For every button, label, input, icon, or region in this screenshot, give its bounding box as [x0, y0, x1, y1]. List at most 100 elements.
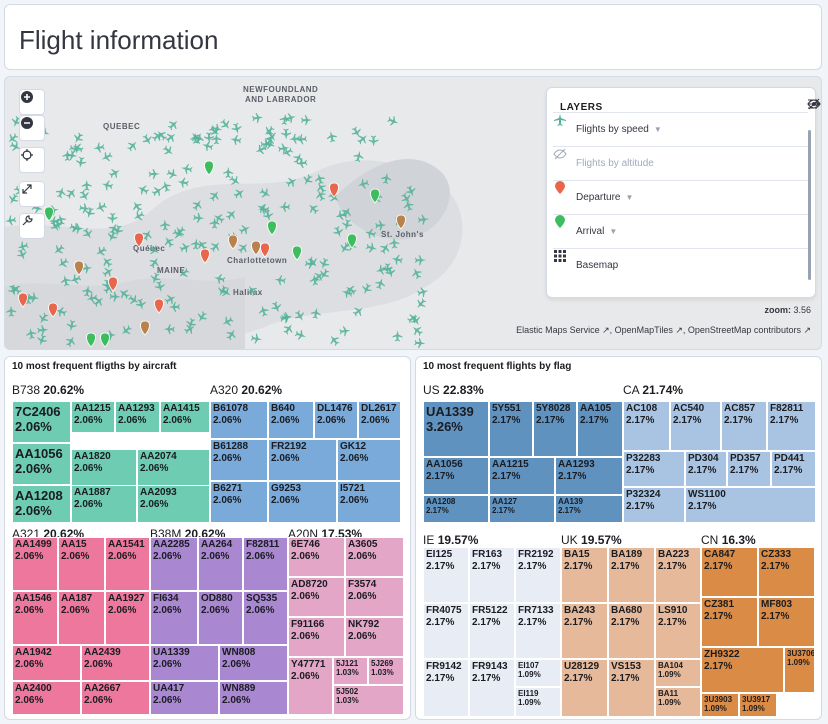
treemap-cell[interactable]: EI107 1.09% — [515, 659, 561, 687]
treemap-cell[interactable]: 5J502 1.03% — [333, 685, 404, 715]
treemap-cell[interactable]: SQ535 2.06% — [243, 591, 288, 645]
treemap-cell[interactable]: PD441 2.17% — [771, 451, 816, 487]
treemap-cell[interactable]: AA1208 2.06% — [12, 485, 71, 523]
treemap-cell[interactable]: FR2192 2.06% — [268, 439, 337, 481]
collapse-panel-icon[interactable] — [807, 98, 821, 110]
treemap-cell[interactable]: Y47771 2.06% — [288, 657, 333, 715]
treemap-cell[interactable]: F3574 2.06% — [345, 577, 404, 617]
treemap-cell[interactable]: U28129 2.17% — [561, 659, 608, 717]
treemap-cell[interactable]: CA847 2.17% — [701, 547, 758, 597]
treemap-cell[interactable]: UA417 2.06% — [150, 681, 219, 715]
layer-row-flights-by-speed[interactable]: Flights by speed ▼ — [553, 112, 808, 146]
treemap-cell[interactable]: AA1208 2.17% — [423, 495, 489, 523]
zoom-in-button[interactable] — [19, 89, 45, 115]
treemap-cell[interactable]: AC108 2.17% — [623, 401, 670, 451]
treemap-cell[interactable]: 5Y551 2.17% — [489, 401, 533, 457]
treemap-cell[interactable]: AA2667 2.06% — [81, 681, 150, 715]
treemap-cell[interactable]: WN889 2.06% — [219, 681, 288, 715]
treemap-cell[interactable]: MF803 2.17% — [758, 597, 815, 647]
treemap-cell[interactable]: NK792 2.06% — [345, 617, 404, 657]
treemap-cell[interactable]: B61288 2.06% — [210, 439, 268, 481]
treemap-cell[interactable]: PD357 2.17% — [727, 451, 771, 487]
treemap-cell[interactable]: P32324 2.17% — [623, 487, 685, 523]
treemap-cell[interactable]: AA139 2.17% — [555, 495, 623, 523]
treemap-cell[interactable]: FR9143 2.17% — [469, 659, 515, 717]
caret-down-icon[interactable]: ▼ — [609, 227, 618, 236]
treemap-cell[interactable]: EI119 1.09% — [515, 687, 561, 717]
treemap-cell[interactable]: G9253 2.06% — [268, 481, 337, 523]
treemap-cell[interactable]: AA1215 2.17% — [489, 457, 555, 495]
treemap-cell[interactable]: ZH9322 2.17% — [701, 647, 784, 693]
treemap-cell[interactable]: AA1499 2.06% — [12, 537, 58, 591]
treemap-cell[interactable]: BA223 2.17% — [655, 547, 701, 603]
treemap-cell[interactable]: GK12 2.06% — [337, 439, 401, 481]
treemap-cell[interactable]: F82811 2.17% — [767, 401, 816, 451]
treemap-cell[interactable]: AA1293 2.17% — [555, 457, 623, 495]
treemap-cell[interactable]: AA1293 2.06% — [115, 401, 160, 433]
layer-row-arrival[interactable]: Arrival ▼ — [553, 214, 808, 248]
layer-row-flights-by-altitude[interactable]: Flights by altitude — [553, 146, 808, 180]
treemap-cell[interactable]: BA680 2.17% — [608, 603, 655, 659]
treemap-cell[interactable]: F82811 2.06% — [243, 537, 288, 591]
treemap-cell[interactable]: FR5122 2.17% — [469, 603, 515, 659]
treemap-cell[interactable]: WN808 2.06% — [219, 645, 288, 681]
treemap-cell[interactable]: UA1339 3.26% — [423, 401, 489, 457]
treemap-cell[interactable]: AA1415 2.06% — [160, 401, 210, 433]
treemap-cell[interactable]: LS910 2.17% — [655, 603, 701, 659]
treemap-cell[interactable]: 5J121 1.03% — [333, 657, 368, 685]
treemap-cell[interactable]: A3605 2.06% — [345, 537, 404, 577]
treemap-cell[interactable]: AA187 2.06% — [58, 591, 105, 645]
treemap-cell[interactable]: 7C2406 2.06% — [12, 401, 71, 443]
treemap-cell[interactable]: 3U3706 1.09% — [784, 647, 815, 693]
treemap-cell[interactable]: EI125 2.17% — [423, 547, 469, 603]
treemap-cell[interactable]: BA189 2.17% — [608, 547, 655, 603]
treemap-cell[interactable]: BA11 1.09% — [655, 687, 701, 717]
treemap-cell[interactable]: UA1339 2.06% — [150, 645, 219, 681]
treemap-cell[interactable]: AA1541 2.06% — [105, 537, 150, 591]
attribution-link-ems[interactable]: Elastic Maps Service — [516, 325, 600, 335]
treemap-cell[interactable]: BA243 2.17% — [561, 603, 608, 659]
treemap-cell[interactable]: 5J269 1.03% — [368, 657, 404, 685]
layer-row-departure[interactable]: Departure ▼ — [553, 180, 808, 214]
treemap-cell[interactable]: AA105 2.17% — [577, 401, 623, 457]
treemap-cell[interactable]: FR163 2.17% — [469, 547, 515, 603]
treemap-cell[interactable]: FR9142 2.17% — [423, 659, 469, 717]
treemap-cell[interactable]: CZ381 2.17% — [701, 597, 758, 647]
treemap-cell[interactable]: AA2400 2.06% — [12, 681, 81, 715]
caret-down-icon[interactable]: ▼ — [653, 125, 662, 134]
layers-scrollbar[interactable] — [808, 130, 811, 280]
map-panel[interactable]: NEWFOUNDLAND AND LABRADOR QUEBEC MAINE Québe… — [4, 76, 822, 350]
treemap-cell[interactable]: B6271 2.06% — [210, 481, 268, 523]
treemap-cell[interactable]: WS1100 2.17% — [685, 487, 816, 523]
treemap-cell[interactable]: AA2439 2.06% — [81, 645, 150, 681]
treemap-cell[interactable]: B640 2.06% — [268, 401, 314, 439]
treemap-cell[interactable]: AA2074 2.06% — [137, 449, 210, 487]
treemap-cell[interactable]: BA15 2.17% — [561, 547, 608, 603]
treemap-cell[interactable]: AA1546 2.06% — [12, 591, 58, 645]
treemap-cell[interactable]: FR4075 2.17% — [423, 603, 469, 659]
treemap-cell[interactable]: P32283 2.17% — [623, 451, 685, 487]
treemap-cell[interactable]: AC857 2.17% — [721, 401, 767, 451]
treemap-cell[interactable]: VS153 2.17% — [608, 659, 655, 717]
treemap-cell[interactable]: AA1056 2.17% — [423, 457, 489, 495]
treemap-cell[interactable]: BA104 1.09% — [655, 659, 701, 687]
set-view-button[interactable] — [19, 147, 45, 173]
treemap-cell[interactable]: FI634 2.06% — [150, 591, 198, 645]
caret-down-icon[interactable]: ▼ — [625, 193, 634, 202]
treemap-cell[interactable]: PD304 2.17% — [685, 451, 727, 487]
treemap-cell[interactable]: OD880 2.06% — [198, 591, 243, 645]
treemap-cell[interactable]: AA1942 2.06% — [12, 645, 81, 681]
treemap-cell[interactable]: AA15 2.06% — [58, 537, 105, 591]
treemap-cell[interactable]: AA2285 2.06% — [150, 537, 198, 591]
treemap-cell[interactable]: B61078 2.06% — [210, 401, 268, 439]
treemap-cell[interactable]: AA127 2.17% — [489, 495, 555, 523]
treemap-cell[interactable]: CZ333 2.17% — [758, 547, 815, 597]
treemap-cell[interactable]: AA1056 2.06% — [12, 443, 71, 485]
treemap-cell[interactable]: 3U3917 1.09% — [739, 693, 777, 717]
treemap-cell[interactable]: DL2617 2.06% — [358, 401, 401, 439]
treemap-cell[interactable]: AA1215 2.06% — [71, 401, 115, 433]
treemap-cell[interactable]: DL1476 2.06% — [314, 401, 358, 439]
treemap-cell[interactable]: AA264 2.06% — [198, 537, 243, 591]
attribution-link-omt[interactable]: OpenMapTiles — [614, 325, 673, 335]
treemap-cell[interactable]: AA1820 2.06% — [71, 449, 137, 487]
